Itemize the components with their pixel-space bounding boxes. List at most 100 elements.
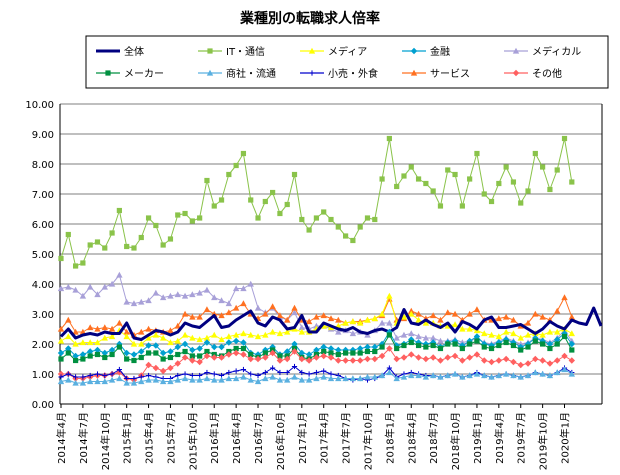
- data-point: [394, 345, 400, 352]
- data-point: [320, 312, 327, 319]
- x-axis: 2014年4月 2014年7月 2014年10月 2015年1月 2015年4月 2015…: [55, 404, 572, 470]
- data-point: [372, 348, 378, 355]
- data-point: [510, 342, 517, 349]
- legend-item: 全体: [96, 45, 144, 58]
- legend-item: その他: [504, 67, 562, 80]
- data-point: [57, 337, 65, 344]
- legend-label: メディカル: [532, 45, 581, 58]
- data-point: [386, 292, 393, 299]
- data-point: [568, 313, 576, 320]
- data-point: [240, 351, 247, 358]
- data-point: [225, 333, 233, 340]
- data-point: [65, 350, 71, 356]
- data-point: [248, 197, 254, 203]
- data-point: [291, 304, 298, 311]
- y-tick-label: 6.00: [32, 220, 54, 231]
- data-point: [116, 344, 122, 350]
- data-point: [356, 345, 364, 352]
- data-point: [79, 339, 87, 346]
- data-point: [72, 352, 79, 360]
- data-point: [349, 375, 357, 382]
- data-point: [262, 350, 268, 356]
- x-tick-label: 2017年10月: [361, 412, 374, 470]
- data-point: [408, 164, 414, 170]
- data-point: [393, 334, 400, 341]
- data-point: [94, 351, 101, 358]
- data-point: [400, 373, 408, 380]
- legend-item: 金融: [402, 45, 450, 58]
- data-point: [335, 316, 342, 323]
- data-point: [203, 306, 211, 313]
- data-point: [410, 47, 418, 55]
- data-point: [291, 340, 298, 348]
- data-point: [65, 371, 71, 377]
- data-point: [466, 372, 473, 379]
- y-tick-label: 1.00: [32, 370, 54, 381]
- legend-item: メディカル: [504, 45, 581, 58]
- data-point: [393, 375, 400, 382]
- data-point: [568, 330, 576, 337]
- data-point: [503, 339, 509, 346]
- data-point: [467, 176, 473, 182]
- data-point: [561, 366, 568, 373]
- data-point: [57, 349, 65, 357]
- data-point: [291, 373, 298, 380]
- data-point: [299, 369, 305, 376]
- data-point: [167, 348, 174, 355]
- data-point: [181, 292, 189, 299]
- data-point: [429, 354, 437, 361]
- data-point: [72, 263, 79, 269]
- data-point: [276, 376, 284, 383]
- data-point: [502, 355, 510, 363]
- data-point: [386, 369, 393, 376]
- data-point: [175, 351, 181, 358]
- data-point: [378, 310, 386, 317]
- data-point: [306, 227, 312, 233]
- data-point: [211, 376, 218, 383]
- data-point: [320, 343, 327, 351]
- data-point: [378, 319, 386, 326]
- x-tick-label: 2016年4月: [230, 412, 243, 464]
- data-point: [284, 348, 291, 355]
- data-point: [94, 378, 101, 385]
- data-point: [561, 333, 568, 340]
- data-point: [203, 352, 211, 360]
- data-point: [284, 355, 291, 363]
- data-point: [561, 352, 568, 360]
- data-point: [495, 333, 503, 340]
- legend-item: IT・通信: [198, 46, 265, 58]
- data-point: [423, 344, 429, 350]
- data-point: [512, 69, 520, 77]
- data-point: [145, 297, 152, 304]
- data-point: [284, 201, 290, 208]
- data-point: [305, 376, 313, 383]
- data-point: [108, 376, 116, 383]
- data-point: [196, 289, 203, 296]
- data-point: [546, 340, 554, 348]
- data-point: [72, 286, 79, 293]
- data-point: [284, 328, 291, 335]
- data-point: [554, 328, 561, 335]
- data-point: [495, 357, 503, 364]
- data-point: [276, 312, 284, 319]
- data-point: [473, 351, 481, 358]
- data-point: [211, 331, 218, 338]
- data-point: [466, 310, 473, 317]
- data-point: [196, 376, 203, 383]
- data-point: [410, 69, 418, 76]
- data-point: [145, 215, 152, 221]
- data-point: [247, 331, 254, 338]
- data-point: [276, 330, 284, 337]
- data-point: [153, 350, 159, 356]
- data-point: [159, 367, 167, 375]
- data-point: [109, 230, 115, 236]
- data-point: [232, 304, 240, 311]
- data-point: [429, 312, 437, 319]
- x-tick-label: 2017年1月: [296, 412, 309, 464]
- data-point: [445, 167, 451, 173]
- data-point: [437, 203, 444, 209]
- data-point: [248, 371, 254, 377]
- data-point: [65, 376, 72, 383]
- data-point: [350, 237, 356, 244]
